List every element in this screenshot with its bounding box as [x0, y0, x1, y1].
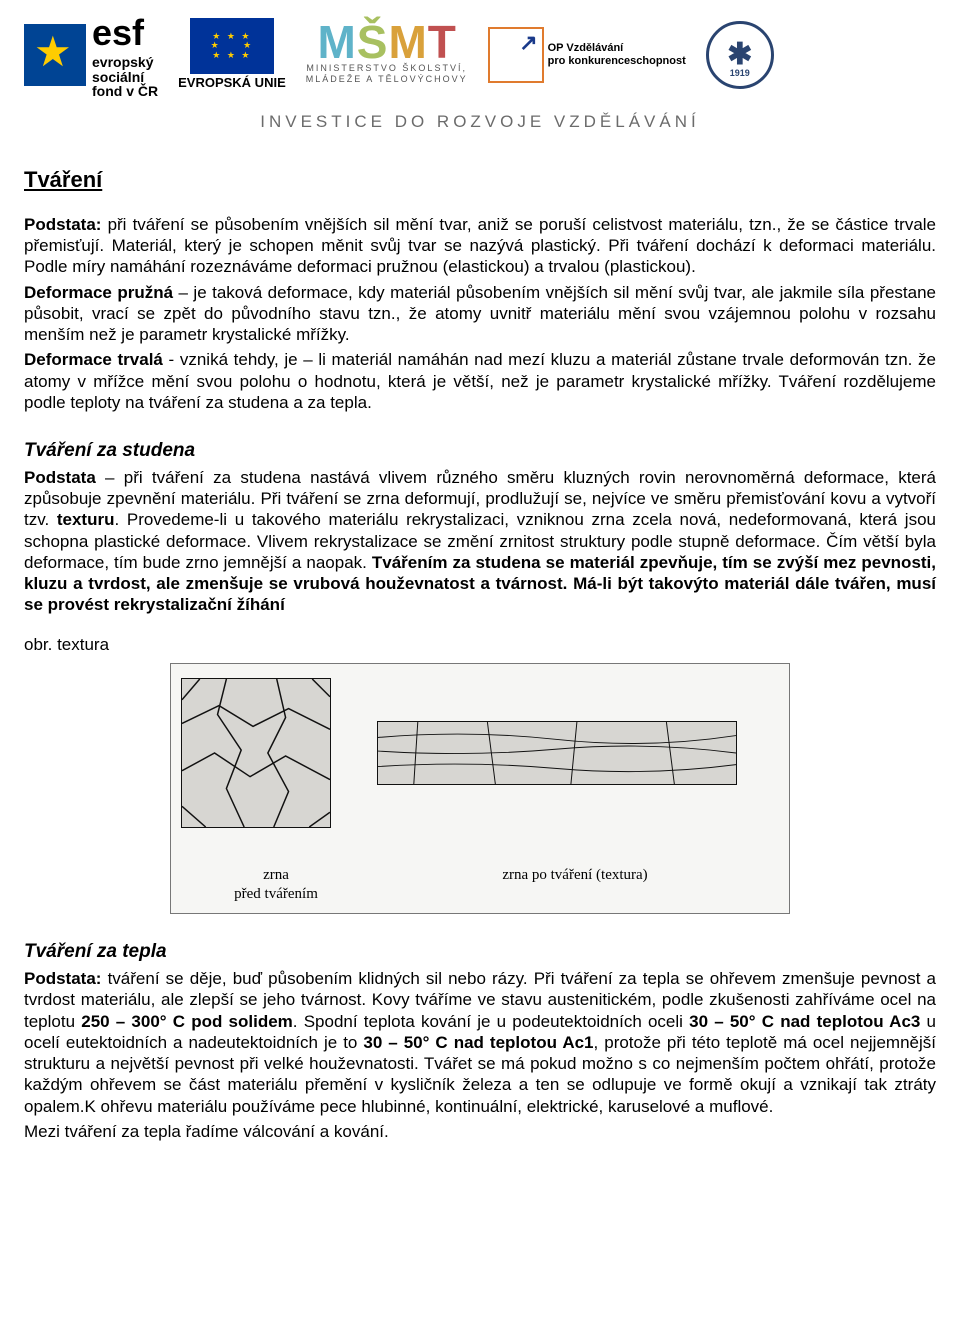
logo-strip: esf evropský sociální fond v ČR ★ ★ ★★ ★…: [24, 0, 936, 105]
studena-texturu: texturu: [57, 510, 115, 529]
esf-logo: esf evropský sociální fond v ČR: [24, 10, 158, 99]
esf-star-icon: [24, 24, 86, 86]
podstata-text: při tváření se působením vnějších sil mě…: [24, 215, 936, 277]
tepla-b2: 30 – 50° C nad teplotou Ac3: [689, 1012, 920, 1031]
grain-after-icon: [377, 721, 737, 785]
eu-label: EVROPSKÁ UNIE: [178, 76, 286, 90]
seal-year: 1919: [730, 68, 750, 79]
tepla-last: Mezi tváření za tepla řadíme válcování a…: [24, 1121, 936, 1142]
msmt-glyph-icon: MŠMT: [317, 24, 455, 61]
podstata-label: Podstata:: [24, 215, 101, 234]
tepla-t2: . Spodní teplota kování je u podeutektoi…: [293, 1012, 689, 1031]
opvk-line2: pro konkurenceschopnost: [548, 55, 686, 68]
esf-letters: esf: [92, 10, 158, 55]
caption-before: zrna před tvářením: [181, 866, 371, 904]
def-trvala-label: Deformace trvalá: [24, 350, 163, 369]
page-title: Tváření: [24, 166, 936, 194]
intro-para: Podstata: při tváření se působením vnějš…: [24, 214, 936, 278]
eu-logo: ★ ★ ★★ ★★ ★ ★ EVROPSKÁ UNIE: [178, 18, 286, 90]
def-pruzna-para: Deformace pružná – je taková deformace, …: [24, 282, 936, 346]
grain-before-icon: [181, 678, 331, 828]
eu-flag-icon: ★ ★ ★★ ★★ ★ ★: [190, 18, 274, 74]
msmt-line2: MLÁDEŽE A TĚLOVÝCHOVY: [306, 74, 468, 85]
esf-text: evropský sociální fond v ČR: [92, 55, 158, 99]
msmt-logo: MŠMT MINISTERSTVO ŠKOLSTVÍ, MLÁDEŽE A TĚ…: [306, 24, 468, 84]
studena-podstata-label: Podstata: [24, 468, 96, 487]
opvk-line1: OP Vzdělávání: [548, 42, 686, 55]
tepla-podstata-label: Podstata:: [24, 969, 101, 988]
school-seal-icon: 1919: [706, 21, 774, 89]
opvk-square-icon: [488, 27, 544, 83]
heading-tepla: Tváření za tepla: [24, 940, 936, 964]
opvk-logo: OP Vzdělávání pro konkurenceschopnost: [488, 27, 686, 83]
figure-label: obr. textura: [24, 634, 936, 655]
msmt-line1: MINISTERSTVO ŠKOLSTVÍ,: [306, 63, 468, 74]
textura-figure: zrna před tvářením zrna po tváření (text…: [170, 663, 790, 915]
header-tagline: INVESTICE DO ROZVOJE VZDĚLÁVÁNÍ: [24, 111, 936, 132]
def-trvala-para: Deformace trvalá - vzniká tehdy, je – li…: [24, 349, 936, 413]
studena-para: Podstata – při tváření za studena nastáv…: [24, 467, 936, 616]
caption-after: zrna po tváření (textura): [371, 866, 779, 904]
tepla-b1: 250 – 300° C pod solidem: [81, 1012, 293, 1031]
tepla-b3: 30 – 50° C nad teplotou Ac1: [363, 1033, 593, 1052]
def-pruzna-label: Deformace pružná: [24, 283, 173, 302]
tepla-para: Podstata: tváření se děje, buď působením…: [24, 968, 936, 1117]
heading-studena: Tváření za studena: [24, 439, 936, 463]
